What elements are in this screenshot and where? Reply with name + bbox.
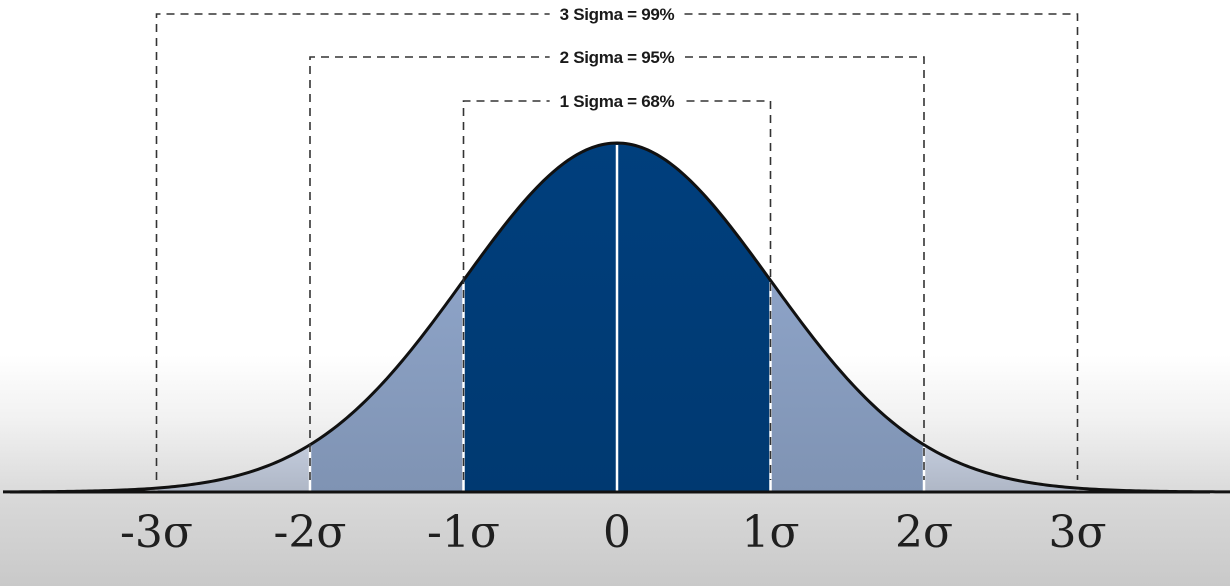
- region-3: [156, 444, 310, 492]
- x-tick-label: 1σ: [741, 507, 799, 558]
- curve-layer: [2, 141, 1230, 494]
- sigma-bracket-1: 3 Sigma = 99%: [155, 3, 1079, 480]
- x-tick-label: -1σ: [427, 507, 500, 558]
- brackets-layer: 3 Sigma = 99% 2 Sigma = 95% 1 Sigma = 68%: [155, 3, 1079, 480]
- sigma-label: 3 Sigma = 99%: [560, 5, 675, 24]
- distribution-curve: [2, 141, 1230, 494]
- x-tick-label: 2σ: [895, 507, 953, 558]
- ticks-layer: -3σ -2σ -1σ 0 1σ 2σ 3σ: [120, 507, 1106, 558]
- sigma-bracket-3: 1 Sigma = 68%: [462, 90, 772, 480]
- sigma-label-background: [549, 3, 685, 25]
- sigma-label-background: [549, 46, 685, 68]
- dividers-layer: [155, 145, 1079, 491]
- x-tick-label: -3σ: [120, 507, 193, 558]
- region-4: [924, 444, 1078, 492]
- sigma-label: 1 Sigma = 68%: [560, 92, 675, 111]
- x-tick-label: 3σ: [1048, 507, 1106, 558]
- x-tick-label: -2σ: [274, 507, 347, 558]
- sigma-bracket-2: 2 Sigma = 95%: [309, 46, 925, 480]
- sigma-label: 2 Sigma = 95%: [560, 48, 675, 67]
- x-tick-label: 0: [603, 507, 631, 558]
- sigma-label-background: [549, 90, 685, 112]
